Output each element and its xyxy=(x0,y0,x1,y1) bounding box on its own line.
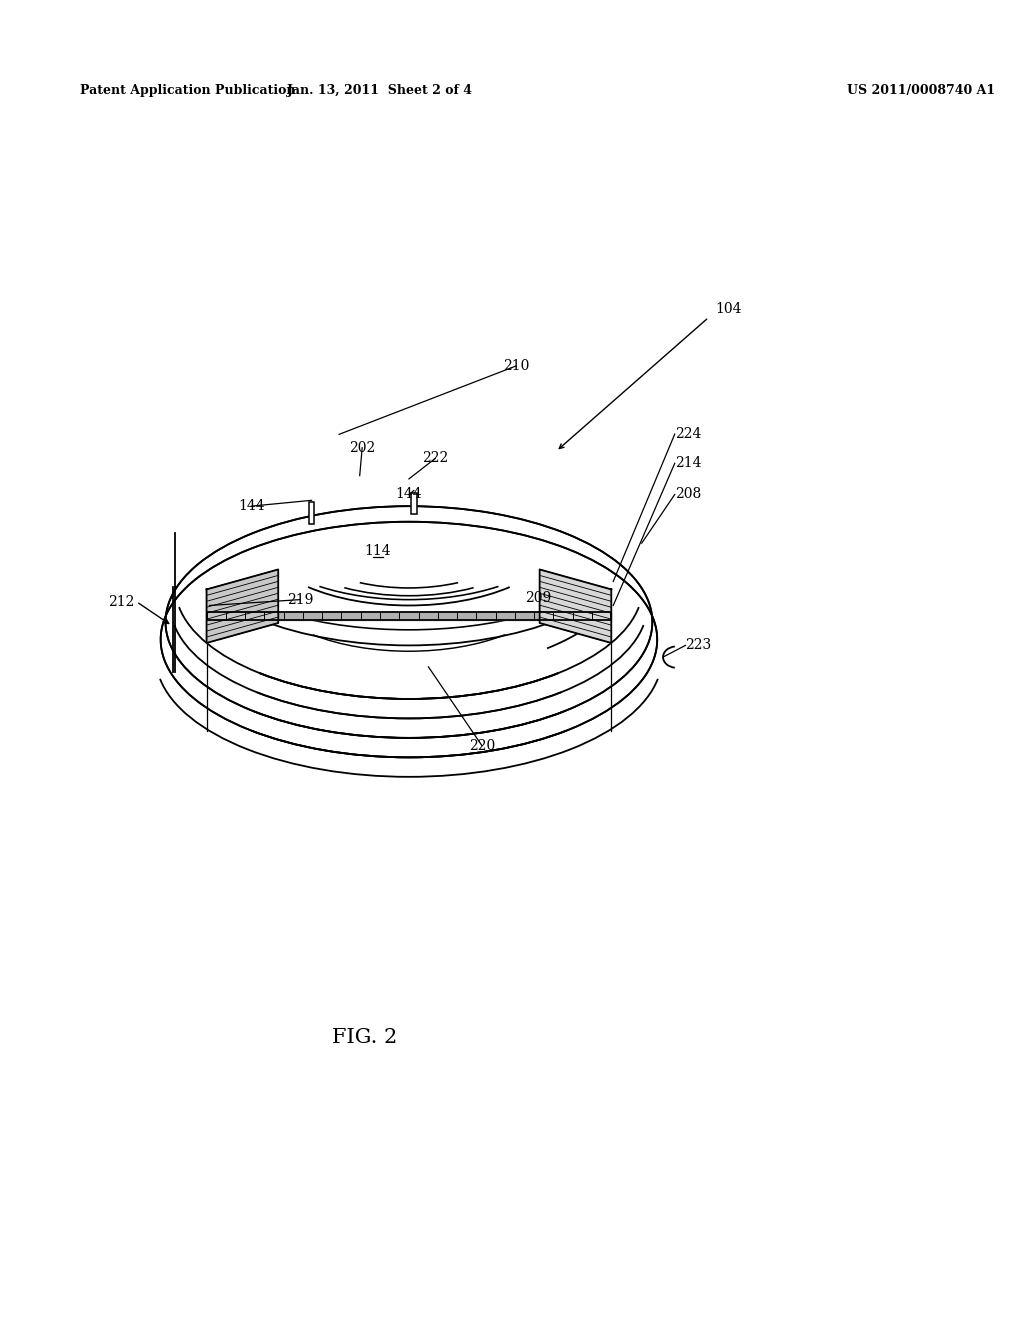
Polygon shape xyxy=(308,503,314,524)
Text: 214: 214 xyxy=(675,457,701,470)
Polygon shape xyxy=(540,569,611,643)
Text: 209: 209 xyxy=(525,590,552,605)
Text: FIG. 2: FIG. 2 xyxy=(333,1028,397,1047)
Text: 212: 212 xyxy=(108,594,134,609)
Text: 144: 144 xyxy=(238,499,264,513)
Text: 223: 223 xyxy=(685,639,712,652)
Text: 222: 222 xyxy=(422,451,449,466)
Text: 219: 219 xyxy=(287,593,313,607)
Polygon shape xyxy=(207,569,279,643)
Text: Patent Application Publication: Patent Application Publication xyxy=(80,83,295,96)
Text: Jan. 13, 2011  Sheet 2 of 4: Jan. 13, 2011 Sheet 2 of 4 xyxy=(287,83,473,96)
Text: 104: 104 xyxy=(716,302,742,317)
Text: 144: 144 xyxy=(395,487,422,502)
Polygon shape xyxy=(207,612,611,620)
Text: US 2011/0008740 A1: US 2011/0008740 A1 xyxy=(847,83,995,96)
Polygon shape xyxy=(411,492,417,513)
Text: 208: 208 xyxy=(675,487,701,502)
Text: 114: 114 xyxy=(365,544,391,558)
Text: 224: 224 xyxy=(675,428,701,441)
Text: 210: 210 xyxy=(503,359,529,374)
Text: 220: 220 xyxy=(469,739,495,752)
Text: 202: 202 xyxy=(349,441,376,455)
